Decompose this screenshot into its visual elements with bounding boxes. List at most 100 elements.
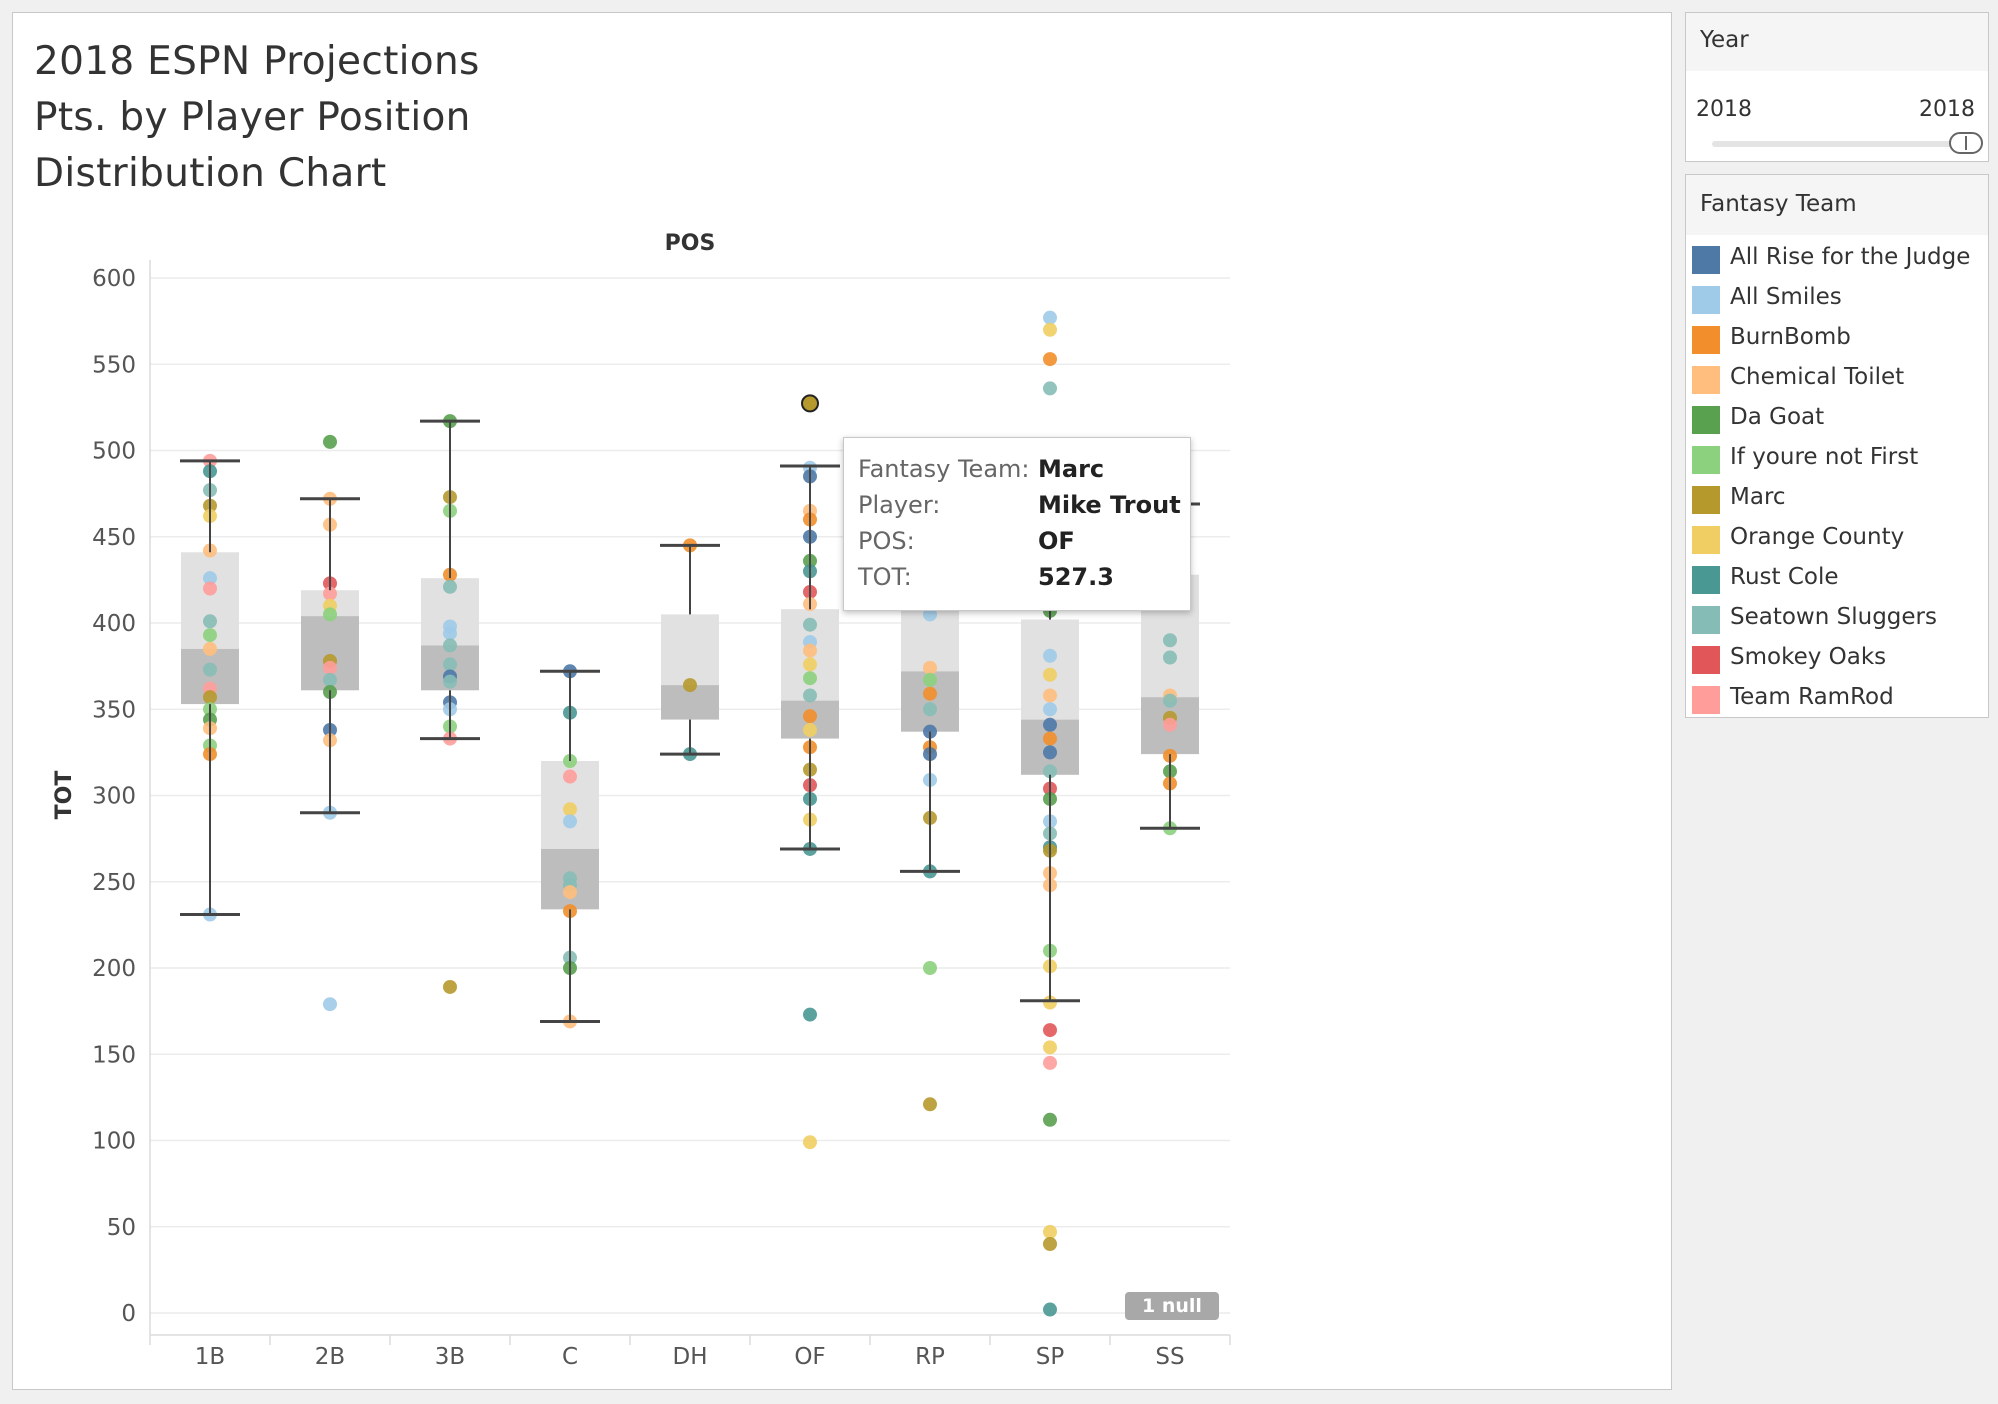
legend-list: All Rise for the Judge All Smiles BurnBo… [1692, 239, 1982, 719]
chart-title-line-3: Distribution Chart [34, 151, 387, 196]
data-point [203, 628, 217, 643]
chart-title-line-1: 2018 ESPN Projections [34, 39, 480, 84]
data-point [923, 702, 937, 717]
data-point [923, 660, 937, 675]
year-slider-handle[interactable] [1949, 132, 1983, 154]
legend-label: Da Goat [1730, 404, 1825, 430]
legend-swatch [1692, 486, 1720, 514]
legend-item[interactable]: All Smiles [1692, 279, 1982, 319]
legend-item[interactable]: Seatown Sluggers [1692, 599, 1982, 639]
data-point [1163, 693, 1177, 708]
tooltip-player-value: Mike Trout [1038, 491, 1181, 519]
legend-label: Team RamRod [1730, 684, 1894, 710]
legend-item[interactable]: Orange County [1692, 519, 1982, 559]
tooltip: Fantasy Team: Marc Player: Mike Trout PO… [843, 437, 1191, 611]
chart-panel: 2018 ESPN Projections Pts. by Player Pos… [12, 12, 1672, 1390]
legend-label: All Smiles [1730, 284, 1842, 310]
x-tick-label: 3B [435, 1344, 465, 1370]
data-point [923, 672, 937, 687]
y-tick-label: 50 [107, 1215, 136, 1241]
y-tick-label: 500 [92, 439, 136, 465]
year-filter-title: Year [1686, 13, 1988, 71]
y-tick-label: 550 [92, 352, 136, 378]
legend-swatch [1692, 326, 1720, 354]
data-point [1043, 310, 1057, 325]
data-point [683, 678, 697, 693]
data-point [1043, 688, 1057, 703]
legend-label: Marc [1730, 484, 1786, 510]
tooltip-row-pos: POS: OF [858, 527, 1188, 561]
legend-title: Fantasy Team [1686, 175, 1988, 235]
legend-item[interactable]: All Rise for the Judge [1692, 239, 1982, 279]
data-point [203, 614, 217, 629]
data-point [323, 660, 337, 675]
data-point [803, 657, 817, 672]
data-point [443, 657, 457, 672]
data-point [1163, 650, 1177, 665]
data-point [1043, 322, 1057, 337]
y-tick-label: 0 [121, 1301, 136, 1327]
legend-swatch [1692, 286, 1720, 314]
data-point [203, 571, 217, 586]
y-tick-label: 300 [92, 784, 136, 810]
tooltip-row-team: Fantasy Team: Marc [858, 455, 1188, 489]
data-point [1043, 667, 1057, 682]
legend-item[interactable]: Team RamRod [1692, 679, 1982, 719]
legend-label: Orange County [1730, 524, 1905, 550]
data-point [1163, 717, 1177, 732]
legend-swatch [1692, 566, 1720, 594]
x-tick-label: DH [672, 1344, 707, 1370]
x-tick-label: 2B [315, 1344, 345, 1370]
y-tick-label: 200 [92, 956, 136, 982]
data-point [323, 586, 337, 601]
data-point [1043, 1112, 1057, 1127]
highlighted-data-point [801, 394, 819, 413]
legend-label: Smokey Oaks [1730, 644, 1887, 670]
data-point [1043, 1023, 1057, 1038]
data-point [803, 643, 817, 658]
tooltip-tot-value: 527.3 [1038, 563, 1114, 591]
legend-item[interactable]: If youre not First [1692, 439, 1982, 479]
data-point [323, 997, 337, 1012]
y-tick-label: 350 [92, 697, 136, 723]
data-point [323, 672, 337, 687]
tooltip-row-tot: TOT: 527.3 [858, 563, 1188, 597]
data-point [1043, 702, 1057, 717]
x-tick-label: RP [915, 1344, 945, 1370]
legend-item[interactable]: Marc [1692, 479, 1982, 519]
data-point [1043, 731, 1057, 746]
legend-swatch [1692, 526, 1720, 554]
legend-item[interactable]: Rust Cole [1692, 559, 1982, 599]
tooltip-team-value: Marc [1038, 455, 1105, 483]
data-point [1163, 633, 1177, 648]
data-point [1043, 745, 1057, 760]
legend-swatch [1692, 366, 1720, 394]
legend-item[interactable]: Da Goat [1692, 399, 1982, 439]
data-point [803, 1135, 817, 1150]
data-point [563, 814, 577, 829]
data-point [803, 688, 817, 703]
data-point [1043, 1040, 1057, 1055]
null-indicator-badge[interactable]: 1 null [1125, 1292, 1219, 1320]
legend-item[interactable]: Chemical Toilet [1692, 359, 1982, 399]
data-point [443, 979, 457, 994]
x-tick-label: SS [1155, 1344, 1184, 1370]
y-tick-label: 100 [92, 1129, 136, 1155]
data-point [203, 690, 217, 705]
year-slider-track[interactable] [1712, 141, 1962, 147]
data-point [563, 885, 577, 900]
y-tick-label: 150 [92, 1042, 136, 1068]
y-axis-label: TOT [52, 771, 77, 820]
data-point [923, 1097, 937, 1112]
data-point [1043, 1224, 1057, 1239]
data-point [203, 581, 217, 596]
data-point [563, 802, 577, 817]
tooltip-pos-value: OF [1038, 527, 1075, 555]
legend-item[interactable]: BurnBomb [1692, 319, 1982, 359]
legend-item[interactable]: Smokey Oaks [1692, 639, 1982, 679]
data-point [803, 722, 817, 737]
year-filter-panel: Year 2018 2018 [1685, 12, 1989, 162]
legend-swatch [1692, 646, 1720, 674]
legend-swatch [1692, 446, 1720, 474]
tooltip-player-key: Player: [858, 491, 941, 519]
